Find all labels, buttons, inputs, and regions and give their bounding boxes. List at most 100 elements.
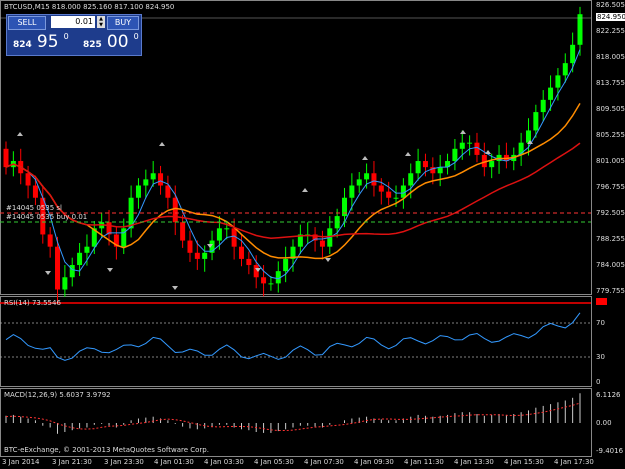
price-axis-label: 796.755 xyxy=(596,183,625,191)
candle-body xyxy=(570,44,576,64)
candle-body xyxy=(128,197,134,229)
fractal-arrow-icon xyxy=(460,130,466,134)
price-axis-label: 788.255 xyxy=(596,235,625,243)
candle-body xyxy=(467,142,473,144)
candle-body xyxy=(319,240,325,247)
rsi-frame xyxy=(0,296,592,387)
moving-average-line xyxy=(5,103,581,260)
candle-body xyxy=(283,258,289,272)
time-axis-label: 4 Jan 03:30 xyxy=(204,458,244,466)
lot-size-input[interactable]: 0.01 xyxy=(51,16,95,28)
time-axis-label: 4 Jan 05:30 xyxy=(254,458,294,466)
candle-body xyxy=(113,234,119,247)
price-axis-label: 809.505 xyxy=(596,105,625,113)
candle-body xyxy=(393,197,399,199)
fast-ema-line xyxy=(5,49,581,280)
candle-body xyxy=(106,222,112,235)
rsi-axis-label: 70 xyxy=(596,319,605,327)
candle-body xyxy=(489,161,495,168)
candle-body xyxy=(77,252,83,266)
symbol-info: BTCUSD,M15 818.000 825.160 817.100 824.9… xyxy=(4,3,175,11)
fractal-arrow-icon xyxy=(45,271,51,275)
bid-price-big: 95 xyxy=(36,32,59,52)
candle-body xyxy=(165,185,171,198)
candle-body xyxy=(40,197,46,235)
macd-axis-label: -9.4016 xyxy=(596,447,624,455)
candle-body xyxy=(246,258,252,266)
time-axis-label: 4 Jan 09:30 xyxy=(354,458,394,466)
price-axis-label: 779.755 xyxy=(596,287,625,295)
candle-body xyxy=(143,179,149,186)
rsi-label: RSI(14) 73.5546 xyxy=(4,299,61,307)
main-chart-frame xyxy=(0,0,592,295)
time-axis-label: 3 Jan 21:30 xyxy=(52,458,92,466)
candle-body xyxy=(445,161,451,168)
fractal-arrow-icon xyxy=(362,156,368,160)
candle-body xyxy=(91,228,97,247)
candle-body xyxy=(408,173,414,186)
candle-body xyxy=(238,246,244,259)
candle-body xyxy=(209,240,215,253)
candle-body xyxy=(150,173,156,180)
time-axis-label: 4 Jan 15:30 xyxy=(504,458,544,466)
candle-body xyxy=(533,112,539,131)
macd-signal-line xyxy=(5,402,581,431)
candle-body xyxy=(481,154,487,168)
time-axis-label: 4 Jan 17:30 xyxy=(554,458,594,466)
candle-body xyxy=(158,173,164,186)
candle-body xyxy=(297,234,303,247)
candle-body xyxy=(47,234,53,247)
order-sl-note: #14045 0535 sl xyxy=(6,204,62,212)
candle-body xyxy=(172,197,178,223)
candle-body xyxy=(231,228,237,247)
bid-price[interactable]: 824 95 0 xyxy=(13,32,69,54)
copyright-text: BTC-eExchange, © 2001-2013 MetaQuotes So… xyxy=(4,446,209,454)
candle-body xyxy=(275,271,281,284)
rsi-axis-label: 30 xyxy=(596,353,605,361)
candle-body xyxy=(69,265,75,278)
candle-body xyxy=(312,234,318,241)
lot-spinner[interactable]: ▲ ▼ xyxy=(97,16,105,28)
candle-body xyxy=(555,75,561,88)
candle-body xyxy=(25,173,31,186)
candle-body xyxy=(371,173,377,186)
slow-moving-average-line xyxy=(5,142,581,240)
sell-button[interactable]: SELL xyxy=(8,16,46,30)
candle-body xyxy=(452,148,458,162)
ask-price-small: 825 xyxy=(83,40,102,50)
price-axis-label: 822.255 xyxy=(596,27,625,35)
price-axis-label: 813.755 xyxy=(596,79,625,87)
fractal-arrow-icon xyxy=(17,132,23,136)
price-axis-label: 792.505 xyxy=(596,209,625,217)
candle-body xyxy=(135,185,141,198)
candle-body xyxy=(430,167,436,174)
fractal-arrow-icon xyxy=(527,140,533,144)
fractal-arrow-icon xyxy=(485,150,491,154)
buy-button[interactable]: BUY xyxy=(107,16,139,30)
candle-body xyxy=(364,173,370,180)
candle-body xyxy=(216,228,222,241)
time-axis-label: 3 Jan 23:30 xyxy=(104,458,144,466)
price-axis-label: 784.005 xyxy=(596,261,625,269)
candle-body xyxy=(187,240,193,253)
candle-body xyxy=(577,14,583,45)
fractal-arrow-icon xyxy=(172,286,178,290)
candle-body xyxy=(437,167,443,174)
fractal-arrow-icon xyxy=(159,142,165,146)
price-axis-label: 805.255 xyxy=(596,131,625,139)
candle-body xyxy=(261,277,267,284)
fractal-arrow-icon xyxy=(405,152,411,156)
candle-body xyxy=(474,142,480,155)
candle-body xyxy=(121,228,127,247)
ask-price[interactable]: 825 00 0 xyxy=(83,32,139,54)
time-axis-label: 4 Jan 11:30 xyxy=(404,458,444,466)
macd-label: MACD(12,26,9) 5.6037 3.9792 xyxy=(4,391,111,399)
ask-price-big: 00 xyxy=(106,32,129,52)
candle-body xyxy=(32,185,38,198)
candle-body xyxy=(290,246,296,259)
candle-body xyxy=(342,197,348,217)
candle-body xyxy=(194,252,200,259)
candle-body xyxy=(422,161,428,168)
candle-body xyxy=(386,191,392,198)
